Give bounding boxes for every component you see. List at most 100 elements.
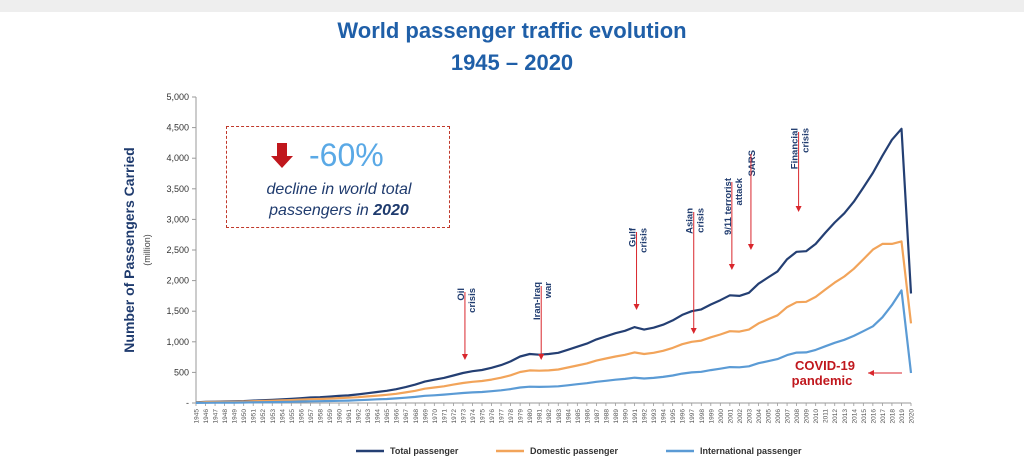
x-tick-label: 1946 [203, 409, 210, 424]
x-tick-label: 1980 [527, 409, 534, 424]
x-tick-label: 1987 [594, 409, 601, 424]
arrow-down-icon-head [271, 156, 293, 168]
decline-year: 2020 [373, 202, 409, 219]
x-tick-label: 1974 [470, 409, 477, 424]
x-tick-label: 1989 [613, 409, 620, 424]
event-label: SARS [747, 150, 758, 176]
x-tick-label: 2014 [851, 409, 858, 424]
event-label-covid-line2: pandemic [792, 373, 853, 388]
x-tick-label: 1959 [327, 409, 334, 424]
x-tick-label: 1988 [603, 409, 610, 424]
x-tick-label: 1955 [289, 409, 296, 424]
x-tick-label: 1990 [623, 409, 630, 424]
x-tick-label: 1977 [499, 409, 506, 424]
x-tick-label: 1986 [584, 409, 591, 424]
x-tick-label: 2008 [794, 409, 801, 424]
x-tick-label: 2012 [832, 409, 839, 424]
event-label: crisis [801, 128, 812, 153]
y-tick-label: 3,500 [166, 184, 189, 194]
chart-subtitle-years: 1945 – 2020 [450, 50, 574, 75]
x-tick-label: 2007 [785, 409, 792, 424]
x-tick-label: 1969 [422, 409, 429, 424]
event-label: Iran-Iraq [532, 282, 543, 320]
event-label: attack [734, 177, 745, 205]
x-tick-label: 1950 [241, 409, 248, 424]
y-tick-label: 1,000 [166, 337, 189, 347]
x-tick-label: 2018 [889, 409, 896, 424]
event-arrow-head [690, 328, 697, 334]
x-tick-label: 1947 [213, 409, 220, 424]
y-tick-label: 5,000 [166, 92, 189, 102]
y-tick-label: 1,500 [166, 306, 189, 316]
x-tick-label: 1976 [489, 409, 496, 424]
event-label: 9/11 terrorist [723, 177, 734, 235]
event-arrow-head [461, 354, 468, 360]
axes: - 500 1,000 1,500 2,000 2,500 3,000 3,500 4,000 4… [121, 92, 916, 423]
y-tick-label: 2,000 [166, 276, 189, 286]
x-tick-label: 1960 [337, 409, 344, 424]
x-tick-label: 2015 [861, 409, 868, 424]
x-tick-label: 1967 [403, 409, 410, 424]
x-tick-label: 1981 [537, 409, 544, 424]
event-label: Financial [790, 128, 801, 169]
x-tick-label: 2001 [727, 409, 734, 424]
x-tick-label: 2003 [746, 409, 753, 424]
x-tick-label: 1985 [575, 409, 582, 424]
event-label-covid: COVID-19 [795, 358, 855, 373]
x-tick-label: 1982 [546, 409, 553, 424]
x-tick-label: 1957 [308, 409, 315, 424]
series-line-domestic-passenger [195, 240, 913, 404]
event-label: war [543, 282, 554, 300]
y-axis-unit: (million) [142, 234, 152, 266]
event-label: crisis [696, 208, 707, 233]
x-tick-label: 1997 [689, 409, 696, 424]
x-tick-label: 1991 [632, 409, 639, 424]
x-tick-label: 1984 [565, 409, 572, 424]
x-tick-label: 1958 [317, 409, 324, 424]
event-arrow-head [538, 354, 545, 360]
x-tick-label: 2002 [737, 409, 744, 424]
x-tick-label: 2011 [823, 409, 830, 423]
x-tick-label: 1948 [222, 409, 229, 424]
x-tick-label: 2009 [804, 409, 811, 424]
x-tick-label: 1956 [298, 409, 305, 424]
event-label: crisis [639, 228, 650, 253]
x-tick-label: 1951 [251, 409, 258, 424]
y-axis-label: Number of Passengers Carried [121, 147, 137, 352]
y-tick-label: 2,500 [166, 245, 189, 255]
x-tick-label: 1966 [394, 409, 401, 424]
event-arrow-head [795, 206, 802, 212]
legend-label: International passenger [700, 446, 802, 456]
x-tick-label: 1962 [356, 409, 363, 424]
x-tick-label: 1971 [441, 409, 448, 424]
x-tick-label: 2016 [870, 409, 877, 424]
x-tick-label: 1961 [346, 409, 353, 424]
series-line-total-passenger [195, 127, 913, 404]
x-tick-label: 1953 [270, 409, 277, 424]
x-tick-label: 2019 [899, 409, 906, 424]
x-tick-label: 2013 [842, 409, 849, 424]
y-tick-label: 4,500 [166, 123, 189, 133]
x-tick-label: 1996 [680, 409, 687, 424]
x-tick-label: 1972 [451, 409, 458, 424]
event-label: Gulf [628, 227, 639, 247]
x-tick-label: 1954 [279, 409, 286, 424]
x-tick-label: 1978 [508, 409, 515, 424]
x-tick-label: 1965 [384, 409, 391, 424]
x-tick-label: 1993 [651, 409, 658, 424]
x-tick-label: 1945 [194, 409, 201, 424]
x-tick-label: 2020 [909, 409, 916, 424]
series-lines [195, 127, 913, 404]
y-tick-label: 4,000 [166, 153, 189, 163]
x-tick-label: 1968 [413, 409, 420, 424]
x-tick-label: 1964 [375, 409, 382, 424]
y-tick-label: 3,000 [166, 214, 189, 224]
x-tick-label: 1970 [432, 409, 439, 424]
legend: Total passenger Domestic passenger Interna… [356, 446, 802, 456]
x-tick-label: 1998 [699, 409, 706, 424]
event-arrow-head [728, 264, 735, 270]
x-tick-label: 2004 [756, 409, 763, 424]
x-tick-label: 1963 [365, 409, 372, 424]
series-line-international-passenger [195, 289, 913, 404]
